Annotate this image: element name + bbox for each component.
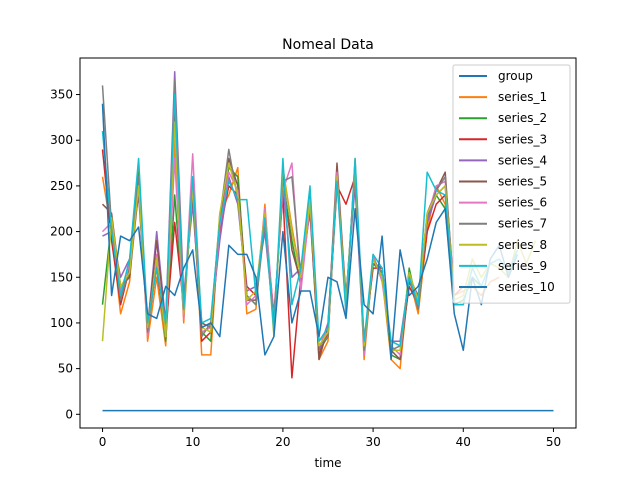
y-tick-label: 50: [58, 362, 73, 376]
series-line-series-10: [101, 103, 519, 361]
y-tick-label: 350: [50, 88, 73, 102]
y-axis: 0 50 100 150 200 250 300 350: [50, 88, 80, 421]
y-tick-label: 250: [50, 179, 73, 193]
legend-label: series_6: [498, 196, 547, 210]
y-tick-label: 300: [50, 133, 73, 147]
x-axis-label: time: [314, 456, 341, 470]
y-tick-label: 150: [50, 270, 73, 284]
legend-box: [452, 64, 571, 304]
x-tick-label: 50: [546, 435, 561, 449]
legend-label: group: [498, 69, 533, 83]
legend-label: series_1: [498, 90, 547, 104]
legend-label: series_10: [498, 280, 555, 294]
series-lines: [101, 70, 554, 412]
chart-title: Nomeal Data: [282, 37, 374, 53]
x-tick-label: 40: [456, 435, 471, 449]
x-tick-label: 0: [99, 435, 107, 449]
x-tick-label: 30: [365, 435, 380, 449]
plot-frame: [79, 57, 577, 429]
legend-label: series_9: [498, 259, 547, 273]
y-tick-label: 0: [65, 407, 73, 421]
y-tick-label: 100: [50, 316, 73, 330]
legend-label: series_4: [498, 153, 547, 167]
legend-label: series_8: [498, 238, 547, 252]
legend-label: series_7: [498, 217, 547, 231]
x-tick-label: 10: [185, 435, 200, 449]
y-tick-label: 200: [50, 225, 73, 239]
x-axis: 0 10 20 30 40 50: [99, 428, 561, 449]
legend-label: series_5: [498, 175, 547, 189]
x-tick-label: 20: [275, 435, 290, 449]
series-line-series-9: [101, 93, 519, 347]
legend-label: series_2: [498, 111, 547, 125]
legend-label: series_3: [498, 132, 547, 146]
legend: group series_1 series_2 series_3 series_4ser…: [452, 64, 571, 304]
